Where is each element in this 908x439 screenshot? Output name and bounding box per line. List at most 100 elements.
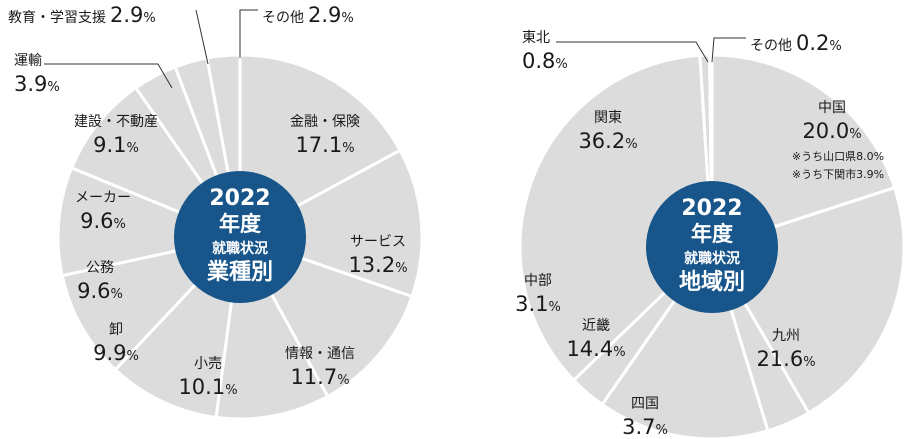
slice-name: 中部 [524, 273, 552, 289]
slice-label: 情報・通信 11.7% [285, 346, 355, 389]
slice-label: 東北 0.8% [522, 30, 568, 73]
slice-value-text: 13.2% [348, 253, 407, 277]
slice-name: 近畿 [582, 318, 610, 334]
slice-label: メーカー 9.6% [75, 190, 131, 233]
slice-unit: % [656, 423, 668, 438]
slice-name: 情報・通信 [285, 346, 355, 362]
slice-value: 10.1 [178, 375, 225, 399]
slice-value: 36.2 [578, 129, 625, 153]
slice-label: 建設・不動産 9.1% [74, 114, 158, 157]
slice-value: 9.6 [80, 209, 113, 233]
center-title-line: 2022 [681, 196, 742, 221]
slice-unit: % [341, 11, 353, 26]
slice-value: 2.9 [110, 3, 143, 27]
slice-value: 21.6 [756, 347, 803, 371]
center-title-line: 年度 [219, 212, 261, 236]
slice-value: 13.2 [348, 253, 395, 277]
slice-name: 四国 [631, 396, 659, 412]
leader-line [711, 37, 746, 63]
slice-name: メーカー [75, 190, 131, 206]
slice-name: 建設・不動産 [74, 114, 158, 130]
slice-value-text: 14.4% [566, 337, 625, 361]
slice-label: その他 2.9% [262, 3, 354, 27]
pie-slice [518, 53, 714, 382]
slice-value: 17.1 [295, 133, 342, 157]
slice-unit: % [225, 383, 237, 398]
slice-value-text: 9.1% [93, 133, 139, 157]
slice-value: 14.4 [566, 337, 613, 361]
slice-note: ※うち下関市3.9% [792, 167, 884, 181]
slice-label: 教育・学習支援 2.9% [8, 3, 156, 27]
slice-unit: % [127, 349, 139, 364]
slice-value: 3.1 [515, 292, 548, 316]
slice-value: 9.1 [93, 133, 126, 157]
slice-unit: % [342, 141, 354, 156]
slice-unit: % [625, 137, 637, 152]
slice-name: 東北 [522, 30, 550, 46]
slice-label: 金融・保険 17.1% [290, 114, 360, 157]
slice-name: 運輸 [14, 53, 42, 69]
slice-label-text: その他 0.2% [750, 31, 842, 55]
slice-label: 小売 10.1% [178, 356, 237, 399]
slice-unit: % [337, 373, 349, 388]
slice-label: 卸 9.9% [93, 322, 139, 365]
slice-name: 公務 [86, 260, 114, 276]
slice-unit: % [549, 300, 561, 315]
slice-label: 中部 3.1% [515, 273, 561, 316]
slice-label: その他 0.2% [750, 31, 842, 55]
center-title-line: 地域別 [679, 269, 745, 295]
slice-label: 運輸 3.9% [14, 53, 60, 96]
leader-line [44, 63, 173, 89]
slice-label: 四国 3.7% [622, 396, 668, 439]
slice-value-text: 20.0% [802, 119, 861, 143]
slice-label: サービス 13.2% [348, 234, 407, 277]
slice-value: 3.9 [14, 72, 47, 96]
center-title-line: 業種別 [207, 260, 273, 285]
slice-unit: % [555, 57, 567, 72]
slice-unit: % [114, 217, 126, 232]
slice-value-text: 9.6% [80, 209, 126, 233]
slice-value-text: 3.7% [622, 415, 668, 439]
center-title-line: 2022 [209, 186, 270, 211]
slice-value-text: 3.1% [515, 292, 561, 316]
pie-slice [56, 166, 242, 278]
slice-value-text: 21.6% [756, 347, 815, 371]
slice-name: 教育・学習支援 [8, 10, 106, 26]
slice-name: その他 [262, 10, 304, 26]
slice-value-text: 17.1% [295, 133, 354, 157]
slice-value: 20.0 [802, 119, 849, 143]
slice-unit: % [849, 127, 861, 142]
slice-unit: % [47, 80, 59, 95]
slice-unit: % [803, 355, 815, 370]
slice-label: 中国 20.0% ※うち山口県8.0% ※うち下関市3.9% [792, 100, 884, 181]
center-circle [174, 171, 306, 303]
pie-slice [710, 53, 897, 249]
slice-unit: % [127, 141, 139, 156]
slice-note: ※うち山口県8.0% [792, 150, 884, 163]
slice-value: 9.9 [93, 341, 126, 365]
slice-value-text: 10.1% [178, 375, 237, 399]
slice-value-text: 9.6% [77, 279, 123, 303]
region-pie-chart: 中国 20.0% ※うち山口県8.0% ※うち下関市3.9% 九州 21.6% 四国 3.7%… [515, 30, 906, 439]
center-title-line: 就職状況 [212, 240, 268, 257]
slice-value: 0.2 [796, 31, 829, 55]
slice-label: 九州 21.6% [756, 328, 815, 371]
slice-value-text: 3.9% [14, 72, 60, 96]
slice-value: 3.7 [622, 415, 655, 439]
slice-name: 関東 [594, 110, 622, 126]
slice-label: 関東 36.2% [578, 110, 637, 153]
slice-name: サービス [350, 234, 406, 250]
slice-name: その他 [750, 38, 792, 54]
slice-value-text: 36.2% [578, 129, 637, 153]
slice-value: 0.8 [522, 49, 555, 73]
slice-value-text: 0.8% [522, 49, 568, 73]
slice-name: 金融・保険 [290, 114, 360, 130]
slice-label-text: その他 2.9% [262, 3, 354, 27]
slice-unit: % [613, 345, 625, 360]
slice-value: 9.6 [77, 279, 110, 303]
slice-unit: % [395, 261, 407, 276]
slice-value-text: 11.7% [290, 365, 349, 389]
